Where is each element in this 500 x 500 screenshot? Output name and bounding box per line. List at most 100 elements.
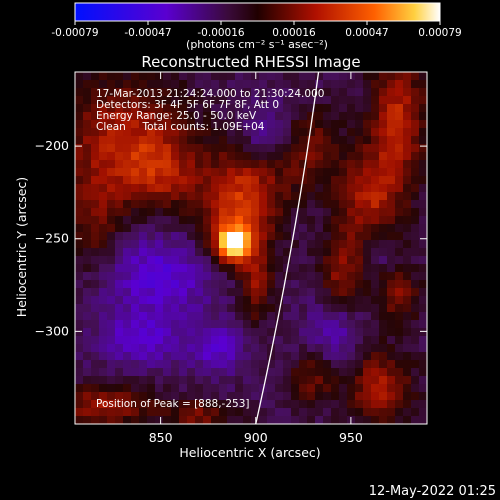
heatmap-cell (171, 88, 180, 97)
heatmap-cell (323, 192, 332, 201)
heatmap-cell (379, 192, 388, 201)
heatmap-cell (387, 160, 396, 169)
heatmap-cell (387, 312, 396, 321)
heatmap-cell (275, 360, 284, 369)
heatmap-cell (339, 88, 348, 97)
heatmap-cell (83, 328, 92, 337)
heatmap-cell (187, 120, 196, 129)
heatmap-cell (91, 264, 100, 273)
heatmap-cell (235, 248, 244, 257)
heatmap-cell (283, 224, 292, 233)
heatmap-cell (187, 248, 196, 257)
heatmap-cell (99, 72, 108, 81)
heatmap-cell (227, 360, 236, 369)
heatmap-cell (131, 80, 140, 89)
heatmap-cell (419, 136, 427, 145)
heatmap-cell (187, 112, 196, 121)
heatmap-cell (219, 368, 228, 377)
heatmap-cell (379, 120, 388, 129)
heatmap-cell (171, 256, 180, 265)
heatmap-cell (139, 352, 148, 361)
heatmap-cell (123, 288, 132, 297)
heatmap-cell (347, 144, 356, 153)
heatmap-cell (99, 384, 108, 393)
heatmap-cell (235, 392, 244, 401)
heatmap-cell (163, 96, 172, 105)
heatmap-cell (395, 280, 404, 289)
heatmap-cell (155, 360, 164, 369)
heatmap-cell (131, 256, 140, 265)
heatmap-cell (139, 88, 148, 97)
heatmap-cell (75, 144, 84, 153)
heatmap-cell (171, 368, 180, 377)
heatmap-cell (187, 176, 196, 185)
heatmap-cell (99, 144, 108, 153)
heatmap-cell (195, 136, 204, 145)
heatmap-cell (379, 352, 388, 361)
heatmap-cell (187, 288, 196, 297)
heatmap-cell (155, 248, 164, 257)
heatmap-cell (155, 280, 164, 289)
heatmap-cell (171, 376, 180, 385)
heatmap-cell (275, 376, 284, 385)
heatmap-cell (147, 200, 156, 209)
heatmap-cell (131, 72, 140, 81)
heatmap-cell (99, 304, 108, 313)
heatmap-cell (235, 352, 244, 361)
heatmap-cell (235, 152, 244, 161)
heatmap-cell (99, 168, 108, 177)
heatmap-cell (283, 144, 292, 153)
heatmap-cell (291, 208, 300, 217)
heatmap-cell (147, 112, 156, 121)
heatmap-cell (243, 128, 252, 137)
heatmap-cell (219, 312, 228, 321)
heatmap-cell (83, 416, 92, 424)
heatmap-cell (115, 384, 124, 393)
heatmap-cell (379, 80, 388, 89)
heatmap-cell (219, 288, 228, 297)
heatmap-cell (171, 304, 180, 313)
heatmap-cell (251, 416, 260, 424)
heatmap-cell (131, 168, 140, 177)
heatmap-cell (179, 240, 188, 249)
heatmap-cell (187, 376, 196, 385)
heatmap-cell (203, 88, 212, 97)
heatmap-cell (363, 336, 372, 345)
heatmap-cell (83, 208, 92, 217)
heatmap-cell (139, 128, 148, 137)
heatmap-cell (323, 136, 332, 145)
heatmap-cell (83, 136, 92, 145)
heatmap-cell (227, 344, 236, 353)
heatmap-cell (347, 248, 356, 257)
heatmap-cell (411, 248, 420, 257)
heatmap-cell (283, 288, 292, 297)
heatmap-cell (291, 160, 300, 169)
heatmap-cell (387, 72, 396, 81)
heatmap-cell (211, 336, 220, 345)
heatmap-cell (259, 256, 268, 265)
heatmap-cell (363, 152, 372, 161)
heatmap-cell (155, 240, 164, 249)
heatmap-cell (299, 160, 308, 169)
heatmap-cell (75, 176, 84, 185)
heatmap-cell (339, 392, 348, 401)
heatmap-cell (307, 208, 316, 217)
heatmap-cell (403, 248, 412, 257)
heatmap-cell (251, 176, 260, 185)
heatmap-cell (315, 136, 324, 145)
heatmap-cell (259, 376, 268, 385)
heatmap-cell (315, 408, 324, 417)
heatmap-cell (131, 216, 140, 225)
heatmap-cell (299, 384, 308, 393)
heatmap-cell (419, 288, 427, 297)
heatmap-cell (91, 328, 100, 337)
heatmap-cell (243, 360, 252, 369)
heatmap-cell (323, 152, 332, 161)
heatmap-cell (267, 240, 276, 249)
heatmap-cell (323, 336, 332, 345)
heatmap-cell (147, 104, 156, 113)
heatmap-cell (283, 192, 292, 201)
heatmap-cell (411, 240, 420, 249)
heatmap-cell (179, 72, 188, 81)
heatmap-cell (331, 264, 340, 273)
